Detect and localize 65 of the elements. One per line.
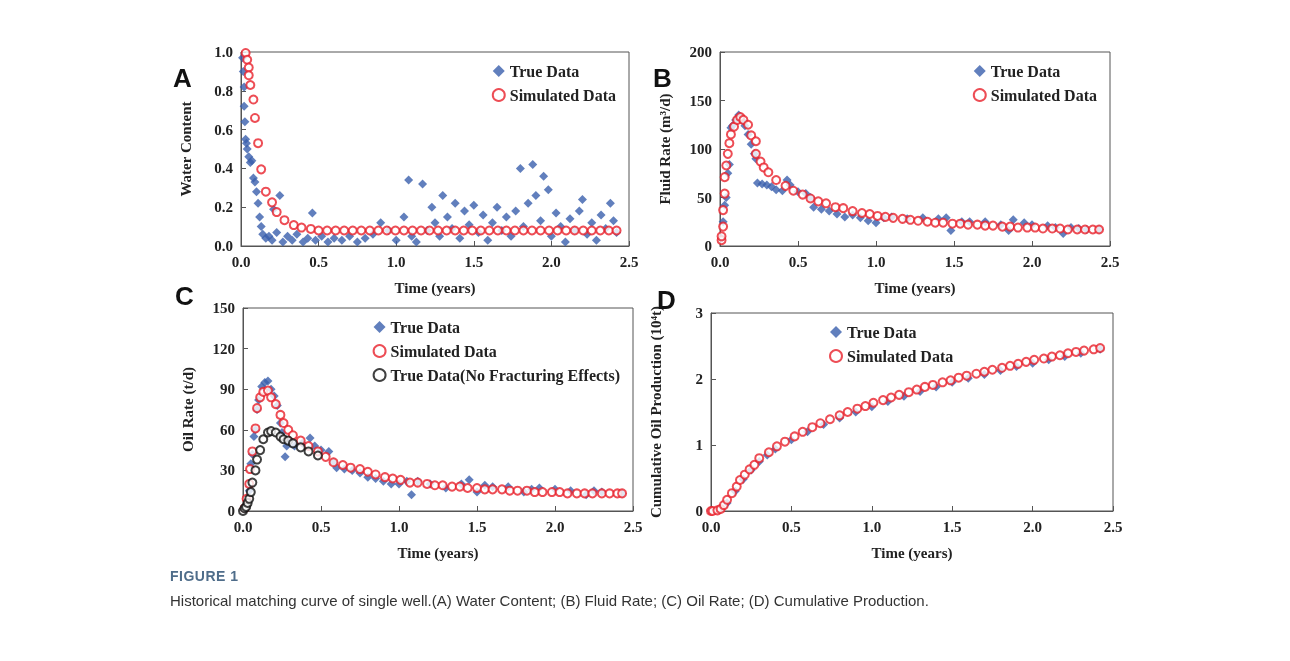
chart-title: B (653, 63, 672, 93)
x-tick-label: 2.0 (545, 518, 565, 535)
legend-label: True Data (509, 62, 580, 80)
x-tick-label: 2.0 (542, 253, 561, 270)
y-tick-label: 3 (695, 305, 703, 321)
y-tick-label: 150 (212, 300, 235, 316)
y-tick-label: 100 (689, 141, 712, 157)
x-tick-label: 1.5 (944, 253, 964, 270)
y-tick-label: 90 (220, 381, 235, 398)
x-tick-label: 2.5 (619, 253, 639, 270)
y-tick-label: 30 (220, 462, 235, 479)
x-tick-label: 1.5 (942, 518, 962, 535)
y-axis-title: Water Content (177, 101, 194, 197)
x-tick-label: 0.0 (231, 253, 251, 270)
y-tick-label: 2 (695, 371, 703, 387)
x-tick-label: 1.0 (866, 253, 886, 270)
y-tick-label: 200 (689, 44, 712, 60)
y-tick-label: 50 (697, 189, 712, 206)
y-tick-label: 0 (695, 503, 703, 519)
chart-title: C (175, 281, 194, 311)
legend-label: Simulated Data (990, 86, 1098, 104)
y-tick-label: 0.6 (214, 121, 234, 138)
legend-label: Simulated Data (847, 347, 954, 365)
legend-label: True Data(No Fracturing Effects) (390, 366, 621, 385)
x-tick-label: 2.0 (1022, 253, 1042, 270)
x-axis-title: Time (years) (874, 279, 956, 297)
y-tick-label: 1.0 (214, 44, 233, 60)
y-axis-title: Oil Rate (t/d) (179, 367, 197, 452)
x-tick-label: 1.5 (464, 253, 484, 270)
x-tick-label: 2.5 (1103, 518, 1123, 535)
legend-label: True Data (990, 62, 1061, 80)
y-tick-label: 1 (695, 437, 703, 453)
legend-label: True Data (847, 323, 917, 341)
x-axis-title: Time (years) (397, 544, 479, 562)
chart-title: A (173, 63, 192, 93)
legend-label: Simulated Data (390, 342, 497, 360)
x-tick-label: 0.5 (788, 253, 808, 270)
y-tick-label: 0.0 (214, 238, 233, 254)
y-tick-label: 0.4 (214, 160, 234, 177)
x-tick-label: 1.0 (386, 253, 406, 270)
x-tick-label: 0.5 (309, 253, 328, 270)
y-tick-label: 60 (220, 421, 235, 438)
x-tick-label: 2.5 (623, 518, 643, 535)
legend-label: True Data (390, 318, 461, 336)
x-tick-label: 0.0 (710, 253, 730, 270)
x-tick-label: 0.0 (233, 518, 253, 535)
legend-label: Simulated Data (509, 86, 617, 104)
y-tick-label: 0.2 (214, 199, 233, 216)
x-tick-label: 2.0 (1023, 518, 1042, 535)
x-tick-label: 0.5 (311, 518, 331, 535)
y-axis-title: Fluid Rate (m³/d) (656, 93, 674, 205)
x-axis-title: Time (years) (394, 279, 476, 297)
y-tick-label: 0.8 (214, 82, 233, 99)
text: Historical matching curve of single well.(A) Water Content; (B) Fluid Rate; (C) Oil Rate; (D) Cumulative Production. (170, 592, 930, 609)
x-tick-label: 2.5 (1100, 253, 1120, 270)
y-tick-label: 0 (704, 238, 712, 254)
x-tick-label: 0.5 (782, 518, 801, 535)
x-axis-title: Time (years) (871, 544, 953, 562)
y-tick-label: 150 (689, 92, 712, 109)
x-tick-label: 1.0 (862, 518, 882, 535)
y-tick-label: 120 (212, 340, 235, 357)
y-tick-label: 0 (227, 503, 235, 519)
caption: FIGURE 1 (170, 568, 240, 584)
x-tick-label: 1.0 (389, 518, 409, 535)
x-tick-label: 1.5 (467, 518, 487, 535)
